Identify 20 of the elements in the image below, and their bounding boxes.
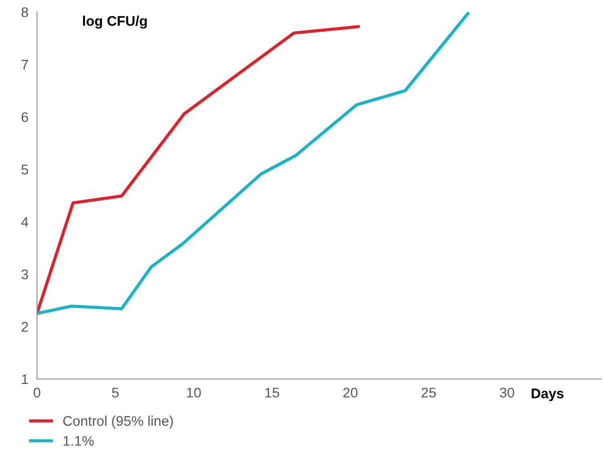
legend-label: Control (95% line) [63, 416, 173, 429]
y-tick-label: 5 [22, 164, 28, 174]
y-tick-label: 2 [22, 322, 28, 332]
x-tick-label: 25 [422, 388, 436, 398]
x-tick-label: 20 [343, 388, 358, 398]
y-tick-label: 6 [22, 112, 28, 122]
x-tick-label: 15 [265, 388, 280, 398]
x-tick-label: 10 [187, 388, 201, 398]
y-tick-label: 4 [21, 217, 28, 227]
x-tick-label: 30 [500, 388, 514, 398]
x-tick-label: 0 [34, 388, 40, 398]
y-axis-title: log CFU/g [83, 16, 147, 29]
x-tick-label: 5 [112, 388, 119, 398]
y-tick-label: 3 [21, 269, 28, 280]
line-series [37, 12, 470, 315]
y-tick-label: 7 [22, 60, 28, 70]
x-axis-title: Days [532, 388, 564, 402]
y-tick-label: 8 [22, 7, 28, 18]
y-tick-label: 1 [22, 374, 28, 384]
legend-label: 1.1% [64, 436, 94, 446]
